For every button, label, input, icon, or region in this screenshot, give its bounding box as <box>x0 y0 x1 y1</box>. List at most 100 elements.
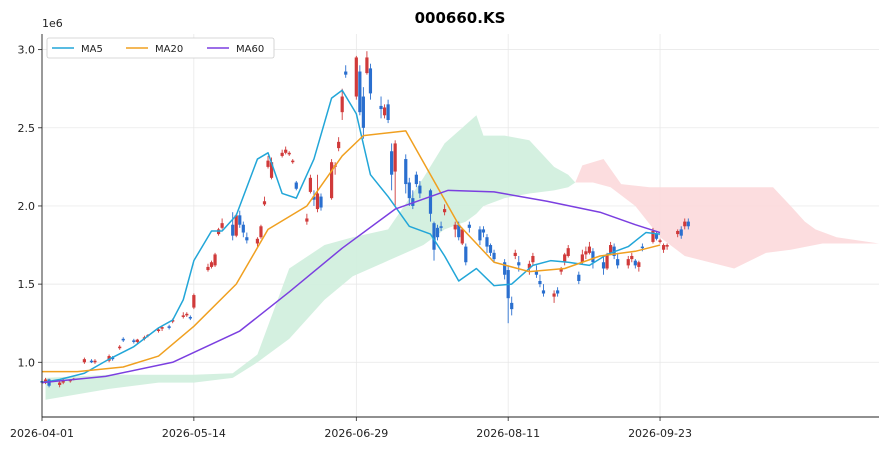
candle-body <box>605 254 609 269</box>
x-tick-label: 2026-09-23 <box>628 427 692 440</box>
candle <box>291 159 295 164</box>
candle <box>315 174 320 213</box>
candle <box>255 237 260 247</box>
candle-body <box>340 96 344 113</box>
candle-body <box>382 107 387 116</box>
candle-body <box>216 229 221 235</box>
candle <box>616 252 620 269</box>
candle <box>340 88 344 120</box>
candle-body <box>626 259 630 266</box>
candle <box>587 241 592 255</box>
candle-body <box>485 237 489 247</box>
candle-body <box>238 215 242 225</box>
ma-line-ma20 <box>42 130 661 373</box>
ichimoku-cloud-bearish <box>575 159 879 269</box>
candle <box>308 174 313 194</box>
candle <box>626 255 630 269</box>
candle <box>464 243 468 266</box>
candle <box>206 263 210 272</box>
candle-body <box>231 224 235 236</box>
candle-body <box>559 268 563 272</box>
candle-body <box>93 360 97 363</box>
candle-body <box>633 260 637 266</box>
candle <box>185 312 189 317</box>
candle-body <box>587 246 592 253</box>
candle <box>503 259 507 280</box>
candle-body <box>220 223 224 228</box>
candle-body <box>517 262 521 266</box>
candle-body <box>213 254 217 266</box>
candle <box>439 221 443 231</box>
candle-body <box>608 245 613 253</box>
candle-body <box>661 245 666 250</box>
candle <box>209 260 214 269</box>
candle-body <box>637 262 641 267</box>
candle-body <box>386 104 390 120</box>
candle <box>337 137 341 152</box>
candle <box>485 234 489 253</box>
candle-body <box>580 254 584 263</box>
candle-body <box>181 315 185 317</box>
candle-body <box>601 262 606 269</box>
candle-body <box>121 338 125 341</box>
candle-body <box>234 215 238 236</box>
candle-body <box>287 152 291 155</box>
candle-body <box>531 255 535 263</box>
candle-body <box>188 316 192 319</box>
candle <box>630 252 634 263</box>
candle-body <box>432 223 436 250</box>
candle <box>132 338 136 344</box>
candle <box>192 293 196 310</box>
candle-body <box>167 326 171 328</box>
candle-body <box>354 57 358 97</box>
candle-body <box>658 240 662 242</box>
candle-body <box>428 190 433 214</box>
candle-body <box>492 252 496 260</box>
candle-body <box>185 313 189 316</box>
legend-label-ma20: MA20 <box>155 44 183 55</box>
candle <box>478 226 482 246</box>
candle-body <box>118 346 122 349</box>
legend-label-ma60: MA60 <box>236 44 264 55</box>
candle <box>556 287 560 297</box>
candle-body <box>365 57 369 74</box>
candle <box>213 252 217 267</box>
candle-body <box>464 246 468 263</box>
candle-body <box>262 201 267 205</box>
candle-body <box>344 71 348 75</box>
candle-body <box>358 71 362 113</box>
candle <box>329 159 334 200</box>
candle <box>284 146 288 155</box>
candle-body <box>266 160 270 167</box>
candle <box>393 140 397 206</box>
candle-body <box>255 238 260 244</box>
candle <box>460 227 464 246</box>
candle <box>390 143 394 191</box>
x-tick-label: 2026-04-01 <box>10 427 74 440</box>
candle-body <box>61 381 65 383</box>
candle-body <box>513 252 517 256</box>
candle <box>407 177 411 206</box>
candle-body <box>443 209 447 213</box>
candle-body <box>481 229 486 233</box>
candle <box>160 326 164 332</box>
candle <box>481 226 486 238</box>
candle-body <box>414 174 418 185</box>
candle-body <box>510 302 514 310</box>
candle <box>686 218 690 230</box>
candle <box>354 55 358 100</box>
candle <box>58 381 62 388</box>
candle-body <box>269 162 274 178</box>
candle <box>665 243 669 250</box>
y-tick-label: 1.0 <box>18 356 36 369</box>
candle <box>365 51 369 75</box>
candle <box>121 337 125 342</box>
legend: MA5 MA20 MA60 <box>46 37 275 59</box>
candle-body <box>541 290 546 294</box>
candle-body <box>488 245 493 253</box>
candle-body <box>679 229 683 236</box>
candle-body <box>280 152 284 156</box>
candle <box>654 230 659 241</box>
candle-body <box>209 262 214 267</box>
